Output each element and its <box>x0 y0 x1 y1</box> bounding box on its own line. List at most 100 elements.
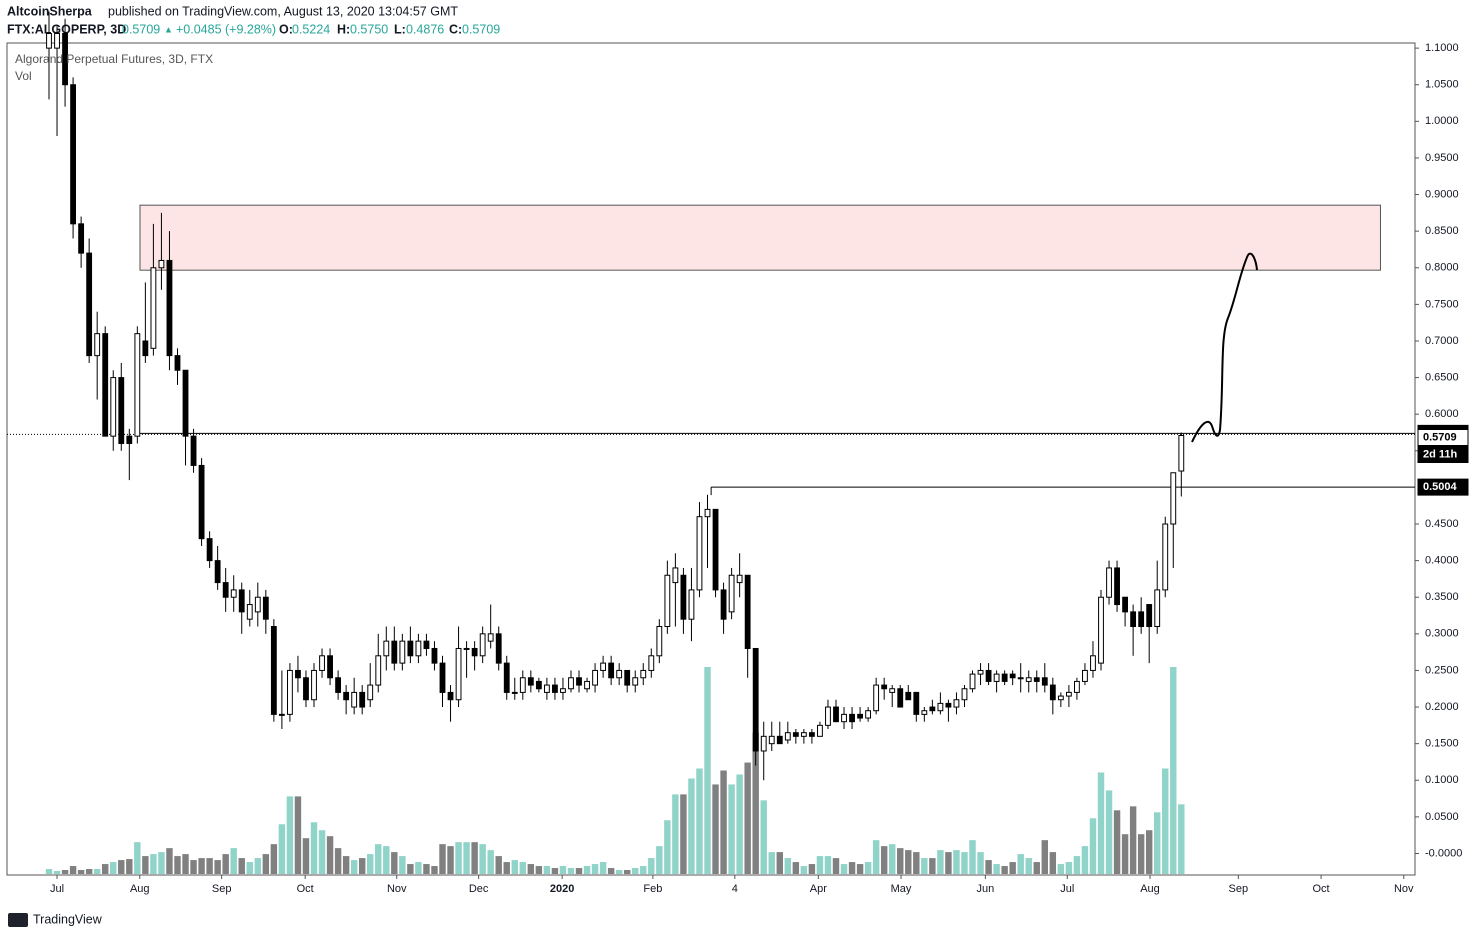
volume-bar <box>848 862 856 874</box>
x-tick-label: Oct <box>297 883 314 895</box>
volume-bar <box>583 866 591 874</box>
countdown-badge: 2d 11h <box>1423 448 1458 460</box>
candle-body <box>230 589 237 598</box>
candle-body <box>993 673 1000 682</box>
candle-body <box>784 732 791 741</box>
candle-body <box>897 688 904 708</box>
candle-body <box>270 626 277 715</box>
candle-body <box>367 684 374 701</box>
candle-body <box>254 596 261 613</box>
volume-bar <box>463 842 470 874</box>
volume-bar <box>270 844 278 874</box>
last-price: 0.5709 <box>122 22 160 36</box>
candle-body <box>214 560 221 584</box>
h-value: 0.5750 <box>350 22 388 36</box>
volume-bar <box>905 850 912 874</box>
volume-bar <box>310 822 318 874</box>
candle-body <box>913 691 920 715</box>
candle-body <box>206 538 213 562</box>
candle-body <box>985 669 992 682</box>
candle-body <box>182 369 189 437</box>
volume-bar <box>503 862 510 874</box>
candle-body <box>110 377 117 437</box>
x-tick-label: Feb <box>643 883 662 895</box>
volume-bar <box>1162 768 1169 874</box>
last-price-badge: 0.5709 <box>1423 431 1457 443</box>
candle-body <box>720 589 727 620</box>
volume-bar <box>367 854 374 874</box>
candle-body <box>648 655 655 671</box>
volume-bar <box>961 852 968 874</box>
candle-body <box>873 684 880 712</box>
candle-body <box>584 680 590 690</box>
volume-bar <box>102 864 109 874</box>
candle-body <box>752 647 759 752</box>
level-badge: 0.5004 <box>1423 481 1458 493</box>
volume-bar <box>736 774 743 874</box>
candle-body <box>656 626 663 657</box>
volume-bar <box>206 858 213 874</box>
candle-body <box>335 677 342 693</box>
candle-body <box>303 677 309 701</box>
volume-bar <box>712 784 719 874</box>
y-tick-label: 1.1000 <box>1425 42 1459 54</box>
plot <box>7 11 1415 874</box>
candle-body <box>704 508 711 518</box>
volume-bar <box>704 667 711 874</box>
candle-body <box>808 732 815 737</box>
candle-body <box>664 574 671 628</box>
resistance-zone <box>139 204 1381 271</box>
volume-bar <box>479 844 486 874</box>
volume-bar <box>45 869 53 874</box>
candle-body <box>1082 669 1088 682</box>
candle-body <box>359 691 366 708</box>
candle-body <box>1138 611 1145 628</box>
candle-body <box>600 662 607 671</box>
candle-body <box>407 640 414 657</box>
volume-bar <box>776 852 783 874</box>
volume-bar <box>1129 806 1137 874</box>
y-tick-label: 0.8500 <box>1425 225 1459 237</box>
volume-bar <box>455 842 462 874</box>
candle-body <box>800 732 807 737</box>
candle-body <box>688 589 695 620</box>
candle-body <box>327 655 333 679</box>
x-tick-label: Nov <box>1394 883 1414 895</box>
x-tick-label: Jul <box>1060 883 1074 895</box>
candle-body <box>680 574 687 620</box>
volume-bar <box>166 848 173 874</box>
volume-bar <box>423 864 430 874</box>
volume-bar <box>294 796 302 874</box>
candle-body <box>1057 695 1064 701</box>
candle-body <box>760 735 767 752</box>
candle-body <box>1130 611 1137 628</box>
footer-brand: TradingView <box>33 912 103 926</box>
candle-body <box>150 267 157 349</box>
volume-bar <box>1170 667 1177 874</box>
y-tick-label: 1.0500 <box>1425 79 1459 91</box>
y-tick-label: 0.6500 <box>1425 371 1459 383</box>
candle-body <box>833 706 839 723</box>
candle-body <box>905 691 912 701</box>
volume-bar <box>1009 862 1016 874</box>
volume-bar <box>921 858 928 874</box>
y-tick-label: 0.8000 <box>1425 262 1459 274</box>
candle-body <box>295 669 301 679</box>
candle-body <box>768 735 775 745</box>
candle-body <box>134 333 141 437</box>
candle-body <box>158 259 165 269</box>
candle-body <box>246 604 253 620</box>
candle-body <box>632 677 639 686</box>
volume-bar <box>222 854 229 874</box>
volume-bar <box>993 864 1000 874</box>
x-tick-label: May <box>891 883 912 895</box>
volume-bar <box>752 732 759 874</box>
y-tick-label: 0.7500 <box>1425 298 1459 310</box>
candle-body <box>343 691 350 701</box>
candle-body <box>592 669 598 686</box>
candle-body <box>1065 691 1072 697</box>
volume-bar <box>832 858 840 874</box>
y-tick-label: 0.9500 <box>1425 152 1459 164</box>
volume-bar <box>286 796 294 874</box>
volume-bar <box>929 858 936 874</box>
